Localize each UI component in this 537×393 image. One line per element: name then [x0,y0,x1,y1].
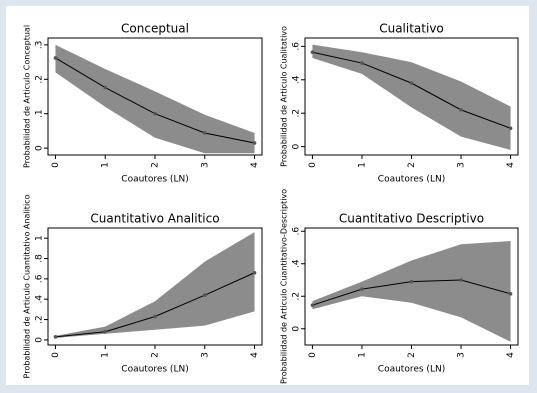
point [153,111,157,116]
y-tick-label: 0 [292,326,302,332]
chart-title: Cualitativo [379,22,444,36]
confidence-band [55,232,255,338]
y-tick-label: .3 [35,41,45,50]
x-tick-label: 2 [151,352,161,358]
y-tick-label: .4 [292,75,302,84]
x-axis-label: Coautores (LN) [378,175,445,185]
x-tick-label: 1 [101,162,111,168]
x-tick-label: 2 [407,352,417,358]
x-tick-label: 0 [308,352,318,358]
point [252,270,257,275]
x-tick-label: 3 [457,352,467,358]
point [508,292,513,296]
point [103,329,108,334]
point [508,126,513,131]
point [153,314,157,319]
y-axis-label: Probabilidad de Articulo Cualitativo [280,26,289,167]
x-tick-label: 2 [151,162,161,168]
y-tick-label: 0 [35,145,45,151]
x-tick-label: 0 [51,162,61,168]
y-tick-label: 0 [292,144,302,150]
x-tick-label: 4 [506,162,516,168]
x-tick-label: 0 [308,162,318,168]
x-tick-label: 3 [200,352,210,358]
y-tick-label: .1 [35,109,45,118]
y-tick-label: .2 [35,75,45,84]
point [103,85,108,90]
x-axis-label: Coautores (LN) [121,175,188,185]
chart-title: Cuantitativo Analitico [90,212,219,226]
y-tick-label: .4 [292,259,302,268]
y-axis-label: Probabilidad de Articulo Conceptual [23,25,32,168]
x-tick-label: 4 [506,352,516,358]
confidence-band [312,44,511,150]
x-tick-label: 2 [407,162,417,168]
y-tick-label: 0 [35,337,45,343]
chart-title: Conceptual [121,22,189,36]
confidence-band [312,241,511,342]
point [360,61,364,65]
point [459,278,463,282]
y-tick-label: .6 [35,274,45,283]
y-tick-label: .2 [292,292,302,301]
point [53,56,58,60]
point [459,108,463,112]
y-axis-label: Probabilidad de Articulo Cuantitativo An… [23,194,32,378]
x-tick-label: 4 [250,162,260,168]
point [310,50,315,55]
y-axis-label: Probabilidad de Articulo Cuantitativo-De… [280,189,289,384]
y-tick-label: .8 [35,254,45,263]
x-tick-label: 3 [200,162,210,168]
y-tick-label: .2 [292,109,302,118]
point [409,81,414,85]
chart-title: Cuantitativo Descriptivo [339,212,484,226]
y-tick-label: .4 [35,295,45,304]
x-tick-label: 3 [457,162,467,168]
point [252,141,257,145]
point [310,303,315,307]
y-tick-label: .6 [292,42,302,51]
y-tick-label: 1 [35,235,45,241]
point [202,131,207,135]
x-axis-label: Coautores (LN) [121,365,188,375]
point [202,293,207,297]
y-tick-label: .6 [292,227,302,236]
x-tick-label: 4 [250,352,260,358]
x-tick-label: 1 [101,352,111,358]
x-tick-label: 0 [51,352,61,358]
x-tick-label: 1 [357,162,367,168]
point [53,335,58,339]
confidence-band [55,44,255,154]
x-axis-label: Coautores (LN) [378,365,445,375]
x-tick-label: 1 [357,352,367,358]
point [409,279,414,284]
y-tick-label: .2 [35,315,45,324]
point [360,287,364,291]
